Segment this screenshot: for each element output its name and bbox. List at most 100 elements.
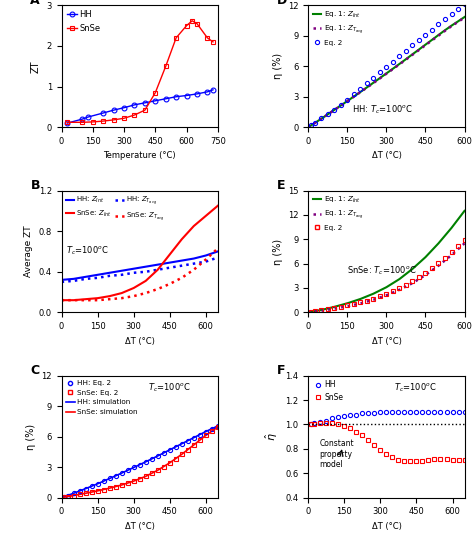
Y-axis label: Average ZT: Average ZT bbox=[24, 226, 33, 277]
SnSe: $Z_{T_{avg}}$: (50, 0.12): $Z_{T_{avg}}$: (50, 0.12) bbox=[71, 297, 76, 303]
Eq. 1: $Z_{T_{avg}}$: (300, 5.27): $Z_{T_{avg}}$: (300, 5.27) bbox=[383, 71, 389, 77]
HH bbox=[184, 93, 190, 99]
Eq. 1: $Z_{T_{avg}}$: (575, 10.4): $Z_{T_{avg}}$: (575, 10.4) bbox=[455, 19, 461, 25]
SnSe: $Z_{Int}$: (450, 0.57): $Z_{Int}$: (450, 0.57) bbox=[167, 251, 173, 258]
Eq. 2 bbox=[308, 309, 314, 315]
Eq. 1: $Z_{T_{avg}}$: (0, 0): $Z_{T_{avg}}$: (0, 0) bbox=[306, 309, 311, 316]
Eq. 1: $Z_{Int}$: (525, 9.55): $Z_{Int}$: (525, 9.55) bbox=[442, 27, 448, 33]
SnSe: $Z_{T_{avg}}$: (600, 0.52): $Z_{T_{avg}}$: (600, 0.52) bbox=[203, 256, 209, 263]
Y-axis label: $\hat{\eta}$: $\hat{\eta}$ bbox=[264, 432, 280, 441]
Eq. 2 bbox=[403, 48, 409, 54]
HH: $Z_{Int}$: (100, 0.35): $Z_{Int}$: (100, 0.35) bbox=[83, 273, 89, 280]
Eq. 1: $Z_{T_{avg}}$: (150, 0.75): $Z_{T_{avg}}$: (150, 0.75) bbox=[345, 303, 350, 309]
SnSe bbox=[329, 420, 335, 426]
SnSe: $Z_{Int}$: (250, 0.19): $Z_{Int}$: (250, 0.19) bbox=[119, 290, 125, 296]
Eq. 1: $Z_{T_{avg}}$: (500, 9.02): $Z_{T_{avg}}$: (500, 9.02) bbox=[436, 33, 441, 39]
Text: C: C bbox=[30, 364, 39, 378]
SnSe bbox=[462, 456, 467, 463]
SnSe bbox=[390, 454, 395, 461]
Text: E: E bbox=[277, 179, 286, 192]
Eq. 1: $Z_{T_{avg}}$: (25, 0.1): $Z_{T_{avg}}$: (25, 0.1) bbox=[312, 308, 318, 315]
Eq. 1: $Z_{T_{avg}}$: (550, 9.95): $Z_{T_{avg}}$: (550, 9.95) bbox=[449, 23, 455, 29]
Line: Eq. 1: $Z_{Int}$: Eq. 1: $Z_{Int}$ bbox=[309, 211, 465, 312]
Eq. 2 bbox=[364, 297, 370, 304]
SnSe bbox=[450, 456, 456, 463]
HH bbox=[153, 97, 158, 104]
Eq. 1: $Z_{Int}$: (40, 0.67): $Z_{Int}$: (40, 0.67) bbox=[316, 117, 322, 124]
Eq. 2 bbox=[397, 285, 402, 292]
SnSe: $Z_{Int}$: (650, 1.05): $Z_{Int}$: (650, 1.05) bbox=[215, 203, 220, 209]
Line: SnSe: SnSe bbox=[309, 421, 466, 463]
HH: $Z_{T_{avg}}$: (150, 0.34): $Z_{T_{avg}}$: (150, 0.34) bbox=[95, 274, 100, 281]
HH: $Z_{Int}$: (600, 0.56): $Z_{Int}$: (600, 0.56) bbox=[203, 253, 209, 259]
Eq. 1: $Z_{T_{avg}}$: (250, 4.35): $Z_{T_{avg}}$: (250, 4.35) bbox=[371, 80, 376, 86]
SnSe bbox=[360, 432, 365, 439]
HH bbox=[329, 415, 335, 422]
Eq. 1: $Z_{T_{avg}}$: (20, 0.33): $Z_{T_{avg}}$: (20, 0.33) bbox=[311, 120, 317, 127]
Eq. 2 bbox=[410, 42, 415, 49]
HH: $Z_{T_{avg}}$: (100, 0.33): $Z_{T_{avg}}$: (100, 0.33) bbox=[83, 276, 89, 282]
HH bbox=[163, 96, 169, 102]
HH bbox=[401, 409, 407, 416]
Eq. 1: $Z_{Int}$: (125, 2.14): $Z_{Int}$: (125, 2.14) bbox=[338, 102, 344, 109]
HH bbox=[324, 418, 329, 424]
SnSe: $Z_{Int}$: (350, 0.31): $Z_{Int}$: (350, 0.31) bbox=[143, 278, 148, 284]
SnSe bbox=[347, 425, 353, 431]
Legend: HH: $Z_{Int}$, SnSe: $Z_{Int}$, HH: $Z_{T_{avg}}$, SnSe: $Z_{T_{avg}}$: HH: $Z_{Int}$, SnSe: $Z_{Int}$, HH: $Z_{… bbox=[65, 194, 164, 224]
Eq. 2 bbox=[397, 53, 402, 59]
SnSe bbox=[444, 455, 449, 462]
HH bbox=[396, 409, 401, 416]
SnSe bbox=[324, 420, 329, 426]
HH bbox=[318, 419, 323, 425]
HH: $Z_{Int}$: (300, 0.43): $Z_{Int}$: (300, 0.43) bbox=[131, 265, 137, 272]
Eq. 2 bbox=[423, 32, 428, 38]
Eq. 2 bbox=[345, 96, 350, 103]
Eq. 1: $Z_{T_{avg}}$: (50, 0.2): $Z_{T_{avg}}$: (50, 0.2) bbox=[319, 308, 324, 314]
Eq. 1: $Z_{Int}$: (80, 1.36): $Z_{Int}$: (80, 1.36) bbox=[326, 110, 332, 117]
Text: F: F bbox=[277, 364, 286, 378]
SnSe bbox=[163, 63, 169, 70]
SnSe: $Z_{T_{avg}}$: (0, 0.12): $Z_{T_{avg}}$: (0, 0.12) bbox=[59, 297, 64, 303]
SnSe: $Z_{T_{avg}}$: (650, 0.63): $Z_{T_{avg}}$: (650, 0.63) bbox=[215, 245, 220, 251]
HH bbox=[173, 94, 179, 100]
Line: Eq. 2: Eq. 2 bbox=[309, 2, 466, 127]
HH bbox=[378, 409, 383, 416]
Line: Eq. 2: Eq. 2 bbox=[309, 238, 466, 314]
Line: Eq. 1: $Z_{Int}$: Eq. 1: $Z_{Int}$ bbox=[309, 17, 465, 127]
Eq. 1: $Z_{Int}$: (200, 3.47): $Z_{Int}$: (200, 3.47) bbox=[357, 89, 363, 95]
Eq. 1: $Z_{Int}$: (275, 4.84): $Z_{Int}$: (275, 4.84) bbox=[377, 75, 383, 81]
SnSe: $Z_{Int}$: (500, 0.72): $Z_{Int}$: (500, 0.72) bbox=[179, 236, 184, 242]
HH bbox=[80, 116, 85, 123]
Eq. 1: $Z_{T_{avg}}$: (40, 0.67): $Z_{T_{avg}}$: (40, 0.67) bbox=[316, 117, 322, 124]
Eq. 1: $Z_{T_{avg}}$: (200, 3.45): $Z_{T_{avg}}$: (200, 3.45) bbox=[357, 89, 363, 95]
Eq. 2 bbox=[364, 80, 370, 87]
Eq. 1: $Z_{T_{avg}}$: (75, 0.32): $Z_{T_{avg}}$: (75, 0.32) bbox=[325, 307, 331, 313]
HH bbox=[450, 409, 456, 416]
SnSe bbox=[194, 20, 200, 27]
SnSe: $Z_{T_{avg}}$: (400, 0.23): $Z_{T_{avg}}$: (400, 0.23) bbox=[155, 286, 161, 292]
SnSe bbox=[311, 421, 317, 427]
SnSe bbox=[426, 456, 431, 463]
SnSe bbox=[189, 18, 195, 24]
Eq. 2 bbox=[449, 11, 455, 17]
SnSe bbox=[438, 455, 443, 462]
SnSe bbox=[100, 118, 106, 124]
Eq. 1: $Z_{Int}$: (100, 0.68): $Z_{Int}$: (100, 0.68) bbox=[331, 304, 337, 310]
SnSe bbox=[365, 437, 371, 444]
Eq. 2 bbox=[455, 243, 461, 249]
SnSe bbox=[419, 458, 425, 464]
Eq. 1: $Z_{Int}$: (20, 0.33): $Z_{Int}$: (20, 0.33) bbox=[311, 120, 317, 127]
Eq. 2 bbox=[436, 21, 441, 27]
SnSe: $Z_{T_{avg}}$: (200, 0.13): $Z_{T_{avg}}$: (200, 0.13) bbox=[107, 296, 112, 302]
SnSe: $Z_{Int}$: (50, 0.12): $Z_{Int}$: (50, 0.12) bbox=[71, 297, 76, 303]
SnSe bbox=[64, 119, 70, 126]
Y-axis label: η (%): η (%) bbox=[273, 239, 283, 264]
SnSe bbox=[318, 420, 323, 426]
SnSe: $Z_{T_{avg}}$: (250, 0.14): $Z_{T_{avg}}$: (250, 0.14) bbox=[119, 295, 125, 301]
HH bbox=[390, 409, 395, 416]
Line: HH: $Z_{T_{avg}}$: HH: $Z_{T_{avg}}$ bbox=[62, 257, 218, 282]
Eq. 1: $Z_{Int}$: (500, 9.08): $Z_{Int}$: (500, 9.08) bbox=[436, 32, 441, 38]
HH: $Z_{Int}$: (250, 0.41): $Z_{Int}$: (250, 0.41) bbox=[119, 268, 125, 274]
Line: Eq. 1: $Z_{T_{avg}}$: Eq. 1: $Z_{T_{avg}}$ bbox=[309, 18, 465, 127]
HH: $Z_{Int}$: (400, 0.47): $Z_{Int}$: (400, 0.47) bbox=[155, 262, 161, 268]
